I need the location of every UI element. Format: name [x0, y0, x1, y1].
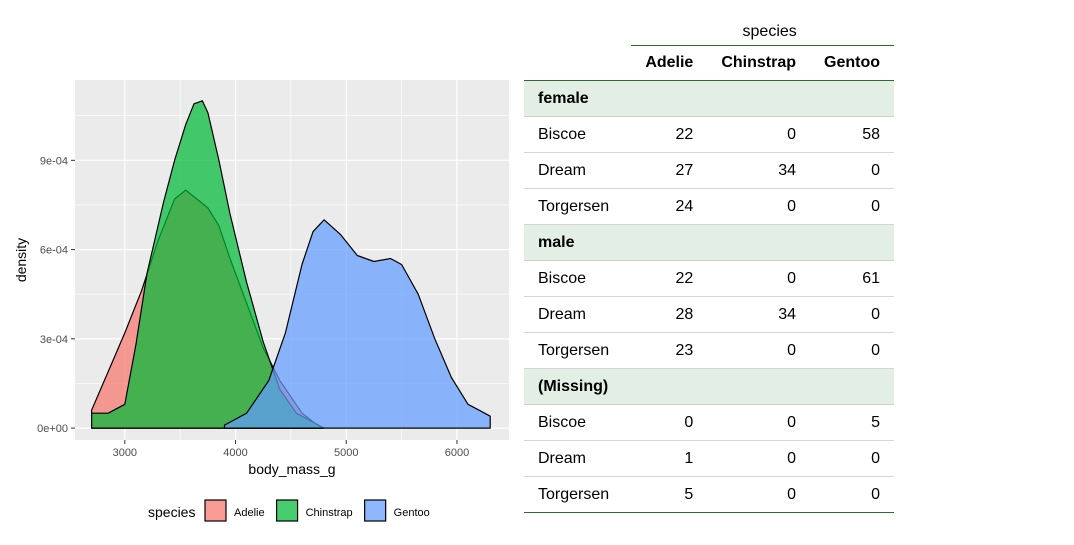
table-row: Dream 1 0 0 [524, 440, 894, 477]
table-cell: 0 [810, 188, 894, 225]
table-cell: 5 [631, 476, 708, 513]
table-cell: 22 [631, 116, 708, 153]
spanner-row: species [524, 18, 894, 46]
y-tick-label: 6e-04 [40, 245, 68, 257]
table-cell: 0 [810, 476, 894, 513]
group-row: (Missing) [524, 368, 894, 405]
legend-title: species [148, 504, 195, 520]
y-tick-label: 0e+00 [37, 423, 68, 435]
row-label: Biscoe [524, 116, 632, 153]
x-axis-title: body_mass_g [248, 461, 335, 477]
table-cell: 61 [810, 260, 894, 297]
row-label: Dream [524, 296, 632, 333]
table-cell: 0 [810, 440, 894, 477]
table-cell: 28 [631, 296, 708, 333]
table-cell: 5 [810, 404, 894, 441]
table-cell: 0 [707, 188, 810, 225]
row-label: Dream [524, 152, 632, 189]
group-row: female [524, 80, 894, 117]
species-spanner: species [631, 18, 894, 46]
y-tick-label: 3e-04 [40, 334, 68, 346]
table-cell: 0 [707, 476, 810, 513]
y-axis-title: density [13, 238, 29, 282]
legend: species Adelie Chinstrap Gentoo [148, 499, 430, 522]
table-row: Biscoe 0 0 5 [524, 404, 894, 441]
table-cell: 34 [707, 296, 810, 333]
row-label: Biscoe [524, 404, 632, 441]
table-cell: 58 [810, 116, 894, 153]
row-label: Torgersen [524, 476, 632, 513]
table-cell: 0 [707, 332, 810, 369]
table-cell: 0 [631, 404, 708, 441]
table-cell: 27 [631, 152, 708, 189]
row-label: Biscoe [524, 260, 632, 297]
y-axis: 0e+00 3e-04 6e-04 9e-04 [37, 155, 75, 435]
table-cell: 0 [707, 116, 810, 153]
table-cell: 22 [631, 260, 708, 297]
x-axis: 3000 4000 5000 6000 [113, 440, 469, 459]
column-header-row: Adelie Chinstrap Gentoo [524, 45, 894, 81]
legend-key-gentoo [364, 499, 387, 522]
x-tick-label: 3000 [113, 447, 137, 459]
table-cell: 1 [631, 440, 708, 477]
column-header-adelie: Adelie [631, 45, 708, 81]
table-row: Torgersen 24 0 0 [524, 188, 894, 225]
table-cell: 34 [707, 152, 810, 189]
table-cell: 23 [631, 332, 708, 369]
table-cell: 0 [707, 404, 810, 441]
table-cell: 0 [707, 260, 810, 297]
x-tick-label: 4000 [223, 447, 247, 459]
group-label: (Missing) [524, 368, 894, 405]
table-row: Dream 27 34 0 [524, 152, 894, 189]
column-header-blank [524, 45, 632, 81]
legend-label-chinstrap: Chinstrap [306, 507, 353, 519]
density-areas [91, 100, 491, 429]
table-cell: 0 [810, 152, 894, 189]
column-header-gentoo: Gentoo [810, 45, 894, 81]
x-tick-label: 5000 [334, 447, 358, 459]
density-plot: 3000 4000 5000 6000 0e+00 3e-04 6e-04 9e-04 bo… [13, 80, 509, 522]
legend-key-chinstrap [275, 499, 299, 522]
y-tick-label: 9e-04 [40, 155, 68, 167]
group-label: male [524, 224, 894, 261]
legend-key-adelie [204, 499, 227, 522]
table-row: Dream 28 34 0 [524, 296, 894, 333]
table-row: Biscoe 22 0 61 [524, 260, 894, 297]
legend-label-gentoo: Gentoo [394, 507, 430, 519]
table-cell: 0 [810, 332, 894, 369]
summary-table-container: species Adelie Chinstrap Gentoo female Bi… [524, 18, 894, 513]
row-label: Torgersen [524, 332, 632, 369]
group-label: female [524, 80, 894, 117]
spanner-blank [524, 18, 631, 46]
column-header-chinstrap: Chinstrap [707, 45, 810, 81]
group-row: male [524, 224, 894, 261]
table-row: Torgersen 23 0 0 [524, 332, 894, 369]
row-label: Dream [524, 440, 632, 477]
x-tick-label: 6000 [445, 447, 469, 459]
row-label: Torgersen [524, 188, 632, 225]
table-cell: 24 [631, 188, 708, 225]
table-cell: 0 [810, 296, 894, 333]
table-body: female Biscoe 22 0 58 Dream 27 34 0 Torgersen 24 0 0… [524, 80, 894, 513]
legend-label-adelie: Adelie [234, 507, 265, 519]
table-row: Biscoe 22 0 58 [524, 116, 894, 153]
table-row: Torgersen 5 0 0 [524, 476, 894, 513]
table-cell: 0 [707, 440, 810, 477]
summary-table: species Adelie Chinstrap Gentoo female Bi… [524, 18, 894, 513]
density-area-gentoo [223, 219, 491, 429]
